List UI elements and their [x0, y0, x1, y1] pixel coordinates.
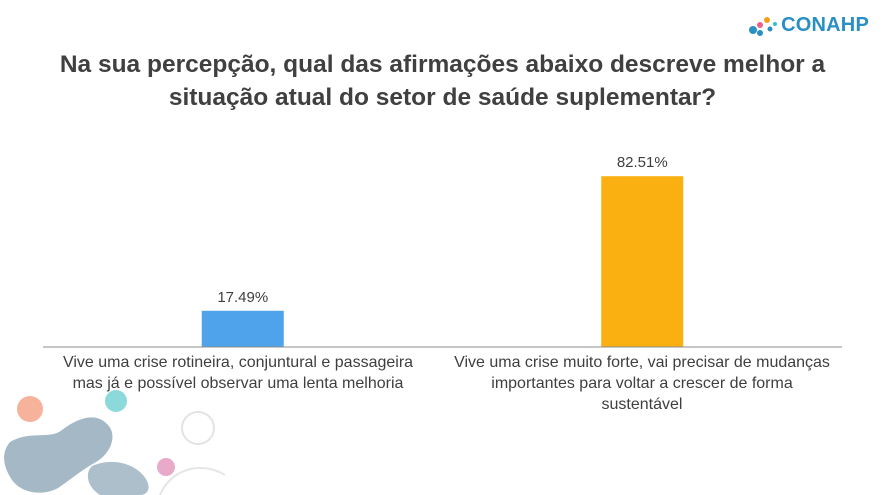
bar-value-label: 17.49%: [217, 289, 268, 306]
chart-title-line-2: situação atual do setor de saúde supleme…: [168, 84, 717, 112]
x-axis-category-label: Vive uma crise muito forte, vai precisar…: [454, 354, 830, 414]
bar-value-label: 82.51%: [617, 154, 668, 171]
decorative-molecule-graphic: [4, 390, 226, 495]
conahp-logo: CONAHP: [748, 12, 869, 38]
x-axis-category-label: Vive uma crise rotineira, conjuntural e …: [62, 354, 414, 393]
conahp-logo-icon: [749, 17, 778, 36]
chart-title-line-1: Na sua percepção, qual das afirmações ab…: [59, 51, 826, 78]
bar: [601, 176, 684, 347]
bar: [201, 310, 284, 347]
chart-title: Na sua percepção, qual das afirmações ab…: [30, 48, 855, 114]
logo-text: CONAHP: [781, 13, 869, 36]
